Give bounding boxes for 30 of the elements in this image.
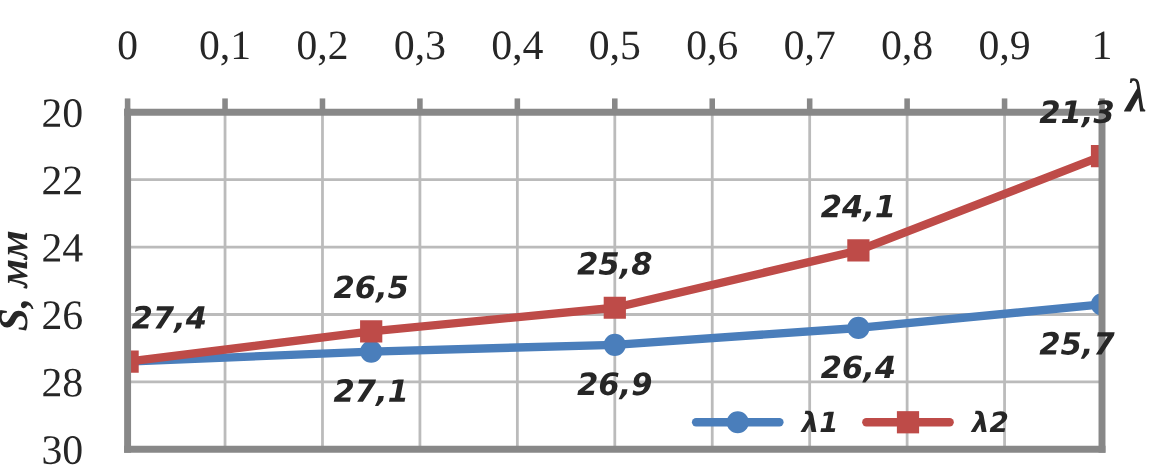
x-tick-label: 0 xyxy=(118,31,137,60)
data-label: 25,7 xyxy=(1039,331,1115,359)
x-tick-label: 0,3 xyxy=(395,31,445,66)
x-tick-label: 0,7 xyxy=(785,31,835,66)
y-tick-label: 20 xyxy=(43,99,82,128)
x-tick-label: 0,9 xyxy=(980,31,1029,66)
legend-label: λ1 xyxy=(800,410,836,432)
y-tick-label: 26 xyxy=(43,301,82,330)
x-tick-label: 0,6 xyxy=(687,31,738,66)
data-label: 21,3 xyxy=(1039,100,1113,128)
data-label: 26,4 xyxy=(820,355,895,383)
y-tick-label: 24 xyxy=(43,233,83,262)
y-tick-label: 28 xyxy=(43,368,82,397)
data-label: 27,4 xyxy=(131,305,206,333)
legend-label: λ2 xyxy=(970,410,1008,432)
x-tick-label: 0,5 xyxy=(590,31,640,66)
x-tick-label: 0,8 xyxy=(882,31,932,66)
data-label: 26,9 xyxy=(577,372,652,400)
x-axis-title: λ xyxy=(1124,78,1146,112)
y-tick-label: 22 xyxy=(43,166,81,195)
x-tick-label: 0,2 xyxy=(298,31,347,66)
x-tick-label: 0,4 xyxy=(492,31,543,66)
data-label: 26,5 xyxy=(333,275,408,303)
x-tick-label: 1 xyxy=(1095,31,1110,59)
y-tick-label: 30 xyxy=(43,436,82,465)
y-axis-title: S, мм xyxy=(0,231,34,331)
data-label: 27,1 xyxy=(333,378,406,406)
data-label: 24,1 xyxy=(820,194,893,222)
x-tick-label: 0,1 xyxy=(200,31,249,66)
data-label: 25,8 xyxy=(577,251,652,279)
